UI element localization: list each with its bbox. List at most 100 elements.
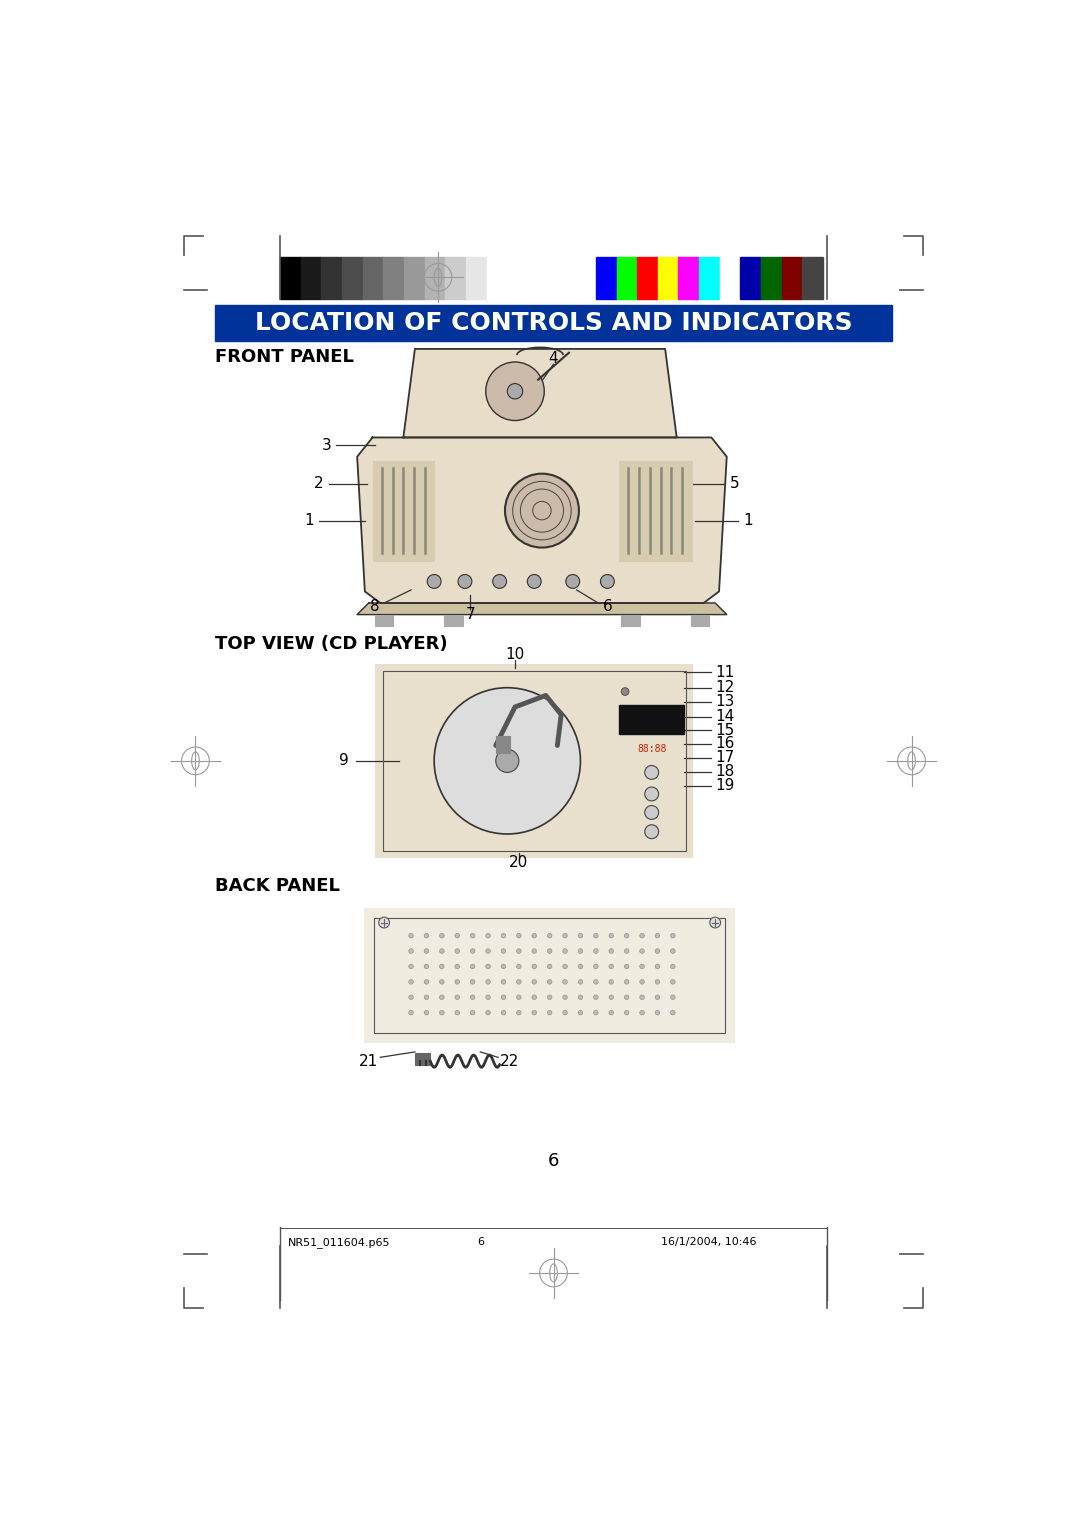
Circle shape [671,979,675,984]
Text: FRONT PANEL: FRONT PANEL [215,347,353,365]
Text: 15: 15 [715,723,734,738]
Bar [280,257,301,299]
Circle shape [594,995,598,999]
Circle shape [656,964,660,969]
Circle shape [516,934,522,938]
Circle shape [624,979,629,984]
Text: 5: 5 [730,477,740,490]
Bar [404,257,424,299]
Text: NR51_011604.p65: NR51_011604.p65 [288,1236,390,1247]
Circle shape [609,964,613,969]
Bar [424,257,445,299]
Circle shape [470,964,475,969]
Circle shape [408,1010,414,1015]
Circle shape [609,1010,613,1015]
Circle shape [645,787,659,801]
Text: TOP VIEW (CD PLAYER): TOP VIEW (CD PLAYER) [215,634,447,652]
Circle shape [548,979,552,984]
Text: 13: 13 [715,694,734,709]
Circle shape [548,934,552,938]
Circle shape [548,949,552,953]
Circle shape [594,1010,598,1015]
Circle shape [486,949,490,953]
Circle shape [710,917,720,927]
Bar [383,257,404,299]
Text: 9: 9 [339,753,349,769]
Circle shape [408,995,414,999]
Bar [363,257,383,299]
Circle shape [516,964,522,969]
Circle shape [609,979,613,984]
Bar [365,909,734,1042]
Bar [619,704,685,733]
Circle shape [639,1010,645,1015]
Bar [761,257,782,299]
Circle shape [639,934,645,938]
Circle shape [624,934,629,938]
Bar [445,257,465,299]
Circle shape [408,949,414,953]
Circle shape [548,995,552,999]
Circle shape [578,1010,583,1015]
Circle shape [440,964,444,969]
Bar [621,616,639,626]
Circle shape [563,964,567,969]
Circle shape [455,934,460,938]
Bar [802,257,823,299]
Text: 16: 16 [715,736,734,752]
Circle shape [624,964,629,969]
Text: 8: 8 [370,599,380,614]
Text: 17: 17 [715,750,734,766]
Text: 3: 3 [322,437,332,452]
Circle shape [501,964,505,969]
Circle shape [505,474,579,547]
Circle shape [609,995,613,999]
Circle shape [578,949,583,953]
Circle shape [563,995,567,999]
Circle shape [379,917,390,927]
Bar [782,257,802,299]
Circle shape [501,934,505,938]
Polygon shape [403,348,677,437]
Circle shape [501,995,505,999]
Circle shape [424,1010,429,1015]
Circle shape [486,995,490,999]
Circle shape [455,1010,460,1015]
Text: 18: 18 [715,764,734,779]
Circle shape [578,964,583,969]
Bar [373,460,434,561]
Circle shape [424,934,429,938]
Circle shape [516,979,522,984]
Text: 12: 12 [715,680,734,695]
Circle shape [516,1010,522,1015]
Bar [342,257,363,299]
Circle shape [532,934,537,938]
Bar [678,257,699,299]
Circle shape [508,384,523,399]
Circle shape [486,362,544,420]
Circle shape [408,964,414,969]
Text: 20: 20 [510,856,528,869]
Circle shape [470,1010,475,1015]
Circle shape [440,949,444,953]
Circle shape [578,934,583,938]
Circle shape [455,979,460,984]
Circle shape [645,825,659,839]
Circle shape [671,964,675,969]
Circle shape [424,995,429,999]
Text: 14: 14 [715,709,734,724]
Bar [322,257,342,299]
Circle shape [434,688,580,834]
Circle shape [440,1010,444,1015]
Circle shape [563,1010,567,1015]
Circle shape [424,949,429,953]
Text: 10: 10 [505,646,525,662]
Circle shape [566,575,580,588]
Circle shape [624,1010,629,1015]
Text: 11: 11 [715,665,734,680]
Text: LOCATION OF CONTROLS AND INDICATORS: LOCATION OF CONTROLS AND INDICATORS [255,312,852,335]
Circle shape [496,749,518,773]
Circle shape [532,964,537,969]
Circle shape [563,934,567,938]
Bar [415,1053,430,1065]
